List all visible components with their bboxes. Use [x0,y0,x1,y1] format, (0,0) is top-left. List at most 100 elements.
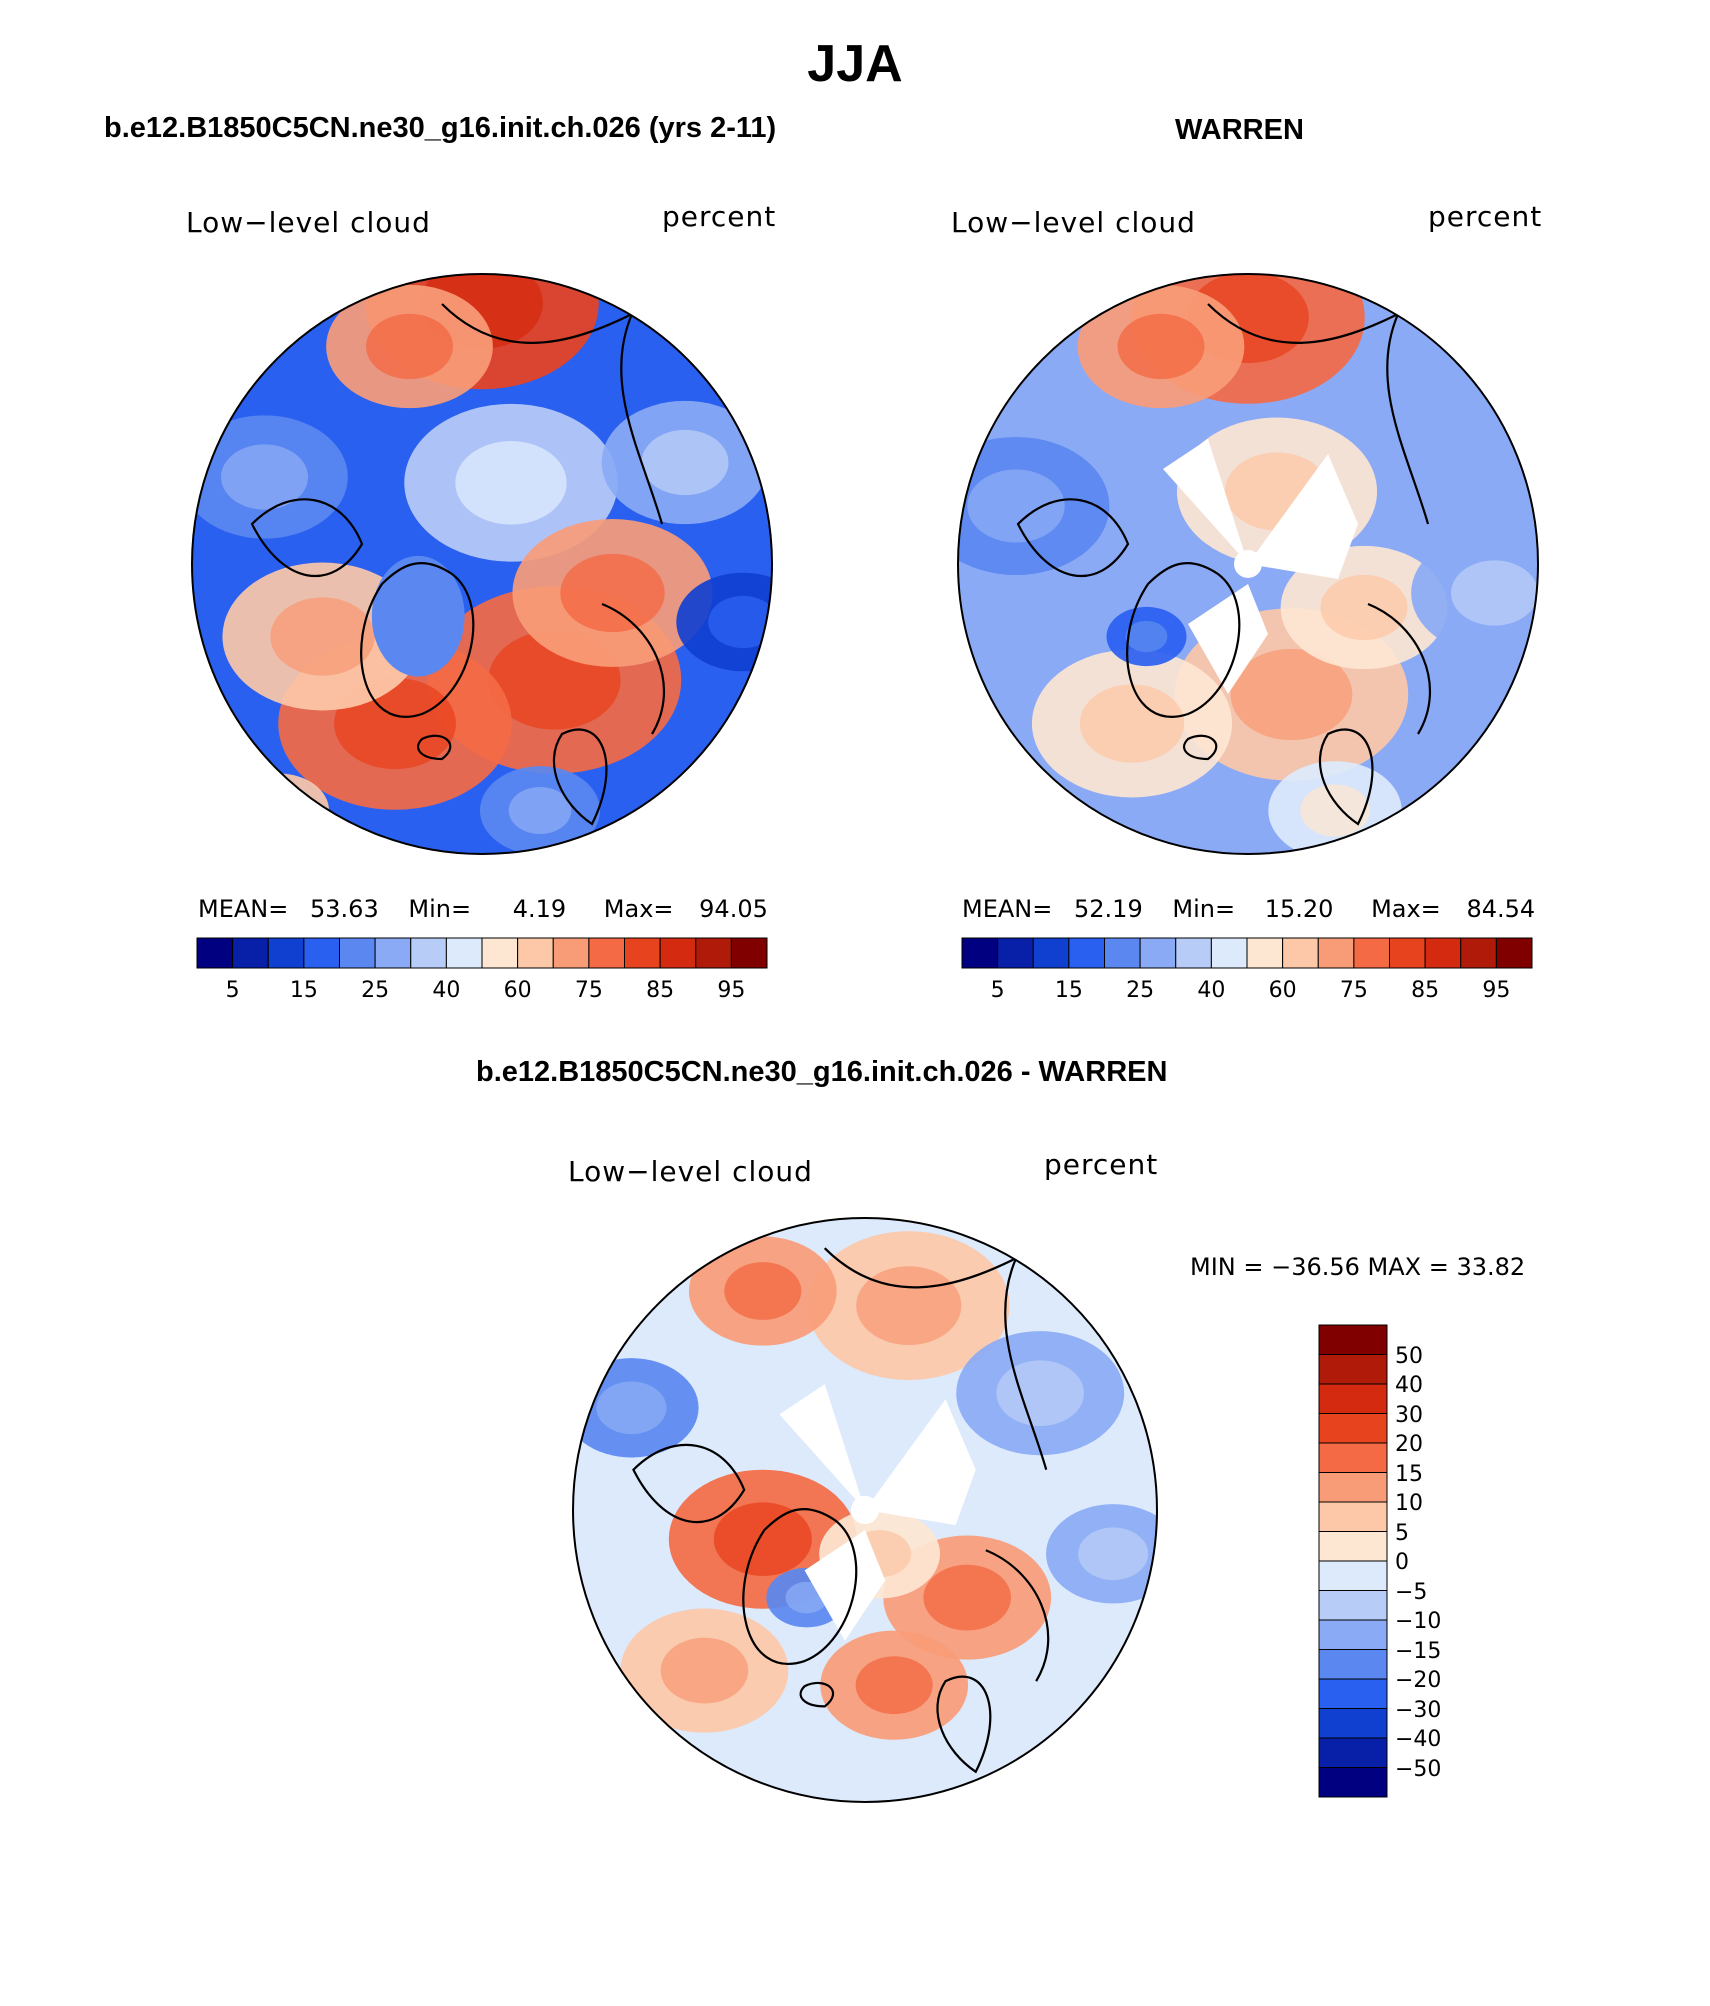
missing-data-wedge [1188,584,1268,694]
land-outline [936,1675,992,1774]
panel-diff-variable-label: Low−level cloud [568,1155,813,1188]
panel-obs-map-fill [957,273,1539,855]
colorbar-swatch [1318,1649,1388,1680]
colorbar-tick: −5 [1395,1579,1428,1605]
colorbar-tick: 85 [1411,978,1440,1003]
land-outline [601,602,666,735]
cloud-region-core [855,1656,933,1715]
cloud-region-core [1079,684,1185,763]
panel-diff-units-label: percent [1044,1148,1159,1181]
colorbar-swatch [1318,1678,1388,1709]
cloud-region-core [856,1266,962,1346]
land-outline [742,1508,858,1665]
colorbar-tick: 60 [1268,978,1297,1003]
panel-obs-min-value: 15.20 [1264,895,1334,923]
figure-title: JJA [807,35,903,93]
panel-diff-map [572,1217,1158,1803]
colorbar-swatch [303,937,340,969]
colorbar-swatch [196,937,234,969]
land-outline [1016,498,1130,578]
panel-obs-units-label: percent [1428,200,1543,233]
colorbar-tick: 5 [225,978,240,1003]
panel-diff-stats: MIN = −36.56 MAX = 33.82 [1190,1253,1526,1281]
panel-obs-colorbar [961,937,1533,969]
cloud-region-core [923,1564,1011,1631]
colorbar-tick: 15 [1054,978,1083,1003]
cloud-region-core [252,790,306,831]
colorbar-swatch [1282,937,1319,969]
colorbar-swatch [1318,1383,1388,1414]
colorbar-swatch [1389,937,1426,969]
colorbar-swatch [1210,937,1248,969]
land-outline [1183,734,1218,761]
colorbar-tick: −15 [1395,1638,1442,1664]
colorbar-swatch [410,937,447,969]
land-outline [360,562,475,718]
cloud-region [228,773,330,848]
panel-model-colorbar-ticks: 5 15 25 40 60 75 85 95 [197,978,767,1008]
colorbar-swatch [1318,1590,1388,1621]
panel-obs-max-label: Max= [1371,895,1441,923]
land-outline [1318,728,1374,826]
colorbar-swatch [1318,1442,1388,1473]
panel-model-min-value: 4.19 [512,895,567,923]
land-outline [1126,562,1241,718]
cloud-region-core [508,787,572,834]
colorbar-swatch [1460,937,1497,969]
panel-diff-map-fill [572,1217,1158,1803]
missing-data-wedge [1163,439,1248,564]
cloud-region-core [1230,648,1353,741]
colorbar-swatch [588,937,625,969]
panel-obs-stats: MEAN= 52.19 Min= 15.20 Max= 84.54 [962,895,1535,923]
panel-diff-colorbar-ticks: 50 40 30 20 15 10 5 0 −5 −10 −15 −20 −30… [1395,1325,1515,1797]
panel-model-units-label: percent [662,200,777,233]
cloud-region-core [641,429,729,496]
panel-model-stats: MEAN= 53.63 Min= 4.19 Max= 94.05 [198,895,768,923]
colorbar-swatch [1318,1560,1388,1591]
colorbar-swatch [1318,1619,1388,1650]
colorbar-swatch [997,937,1034,969]
cloud-region-core [560,553,665,633]
colorbar-tick: 15 [289,978,318,1003]
colorbar-swatch [695,937,732,969]
colorbar-swatch [374,937,412,969]
colorbar-tick: 20 [1395,1432,1423,1457]
colorbar-swatch [1032,937,1070,969]
colorbar-swatch [1246,937,1284,969]
colorbar-tick: −20 [1395,1668,1442,1693]
land-outline [1367,602,1432,735]
colorbar-tick: 40 [1197,978,1226,1003]
colorbar-swatch [1139,937,1177,969]
colorbar-tick: 25 [361,978,390,1003]
panel-model-max-value: 94.05 [699,895,768,923]
cloud-region-core [996,1360,1084,1427]
colorbar-tick: −40 [1395,1727,1442,1752]
colorbar-tick: 40 [432,978,461,1003]
map-boundary [572,1217,1158,1803]
panel-obs-min-label: Min= [1172,895,1236,923]
colorbar-swatch [232,937,269,969]
colorbar-swatch [1318,1354,1388,1385]
panel-model-variable-label: Low−level cloud [186,206,431,239]
panel-obs-max-value: 84.54 [1466,895,1536,923]
cloud-region [371,555,465,677]
land-outline [632,1443,746,1524]
panel-obs-mean-value: 52.19 [1074,895,1143,923]
cloud-region-core [708,595,772,649]
colorbar-swatch [1318,1413,1388,1444]
colorbar-swatch [517,937,554,969]
colorbar-swatch [552,937,590,969]
cloud-region-core [967,469,1065,543]
missing-data-wedge [1248,454,1358,579]
land-outline [552,728,608,826]
panel-diff-colorbar [1318,1324,1388,1798]
map-boundary [957,273,1539,855]
cloud-region-core [713,1502,812,1576]
colorbar-swatch [445,937,483,969]
panel-model-colorbar [196,937,768,969]
colorbar-tick: −50 [1395,1756,1442,1782]
colorbar-swatch [1318,1737,1388,1768]
colorbar-swatch [1424,937,1462,969]
colorbar-tick: 5 [1395,1520,1409,1546]
panel-obs-colorbar-ticks: 5 15 25 40 60 75 85 95 [962,978,1532,1008]
